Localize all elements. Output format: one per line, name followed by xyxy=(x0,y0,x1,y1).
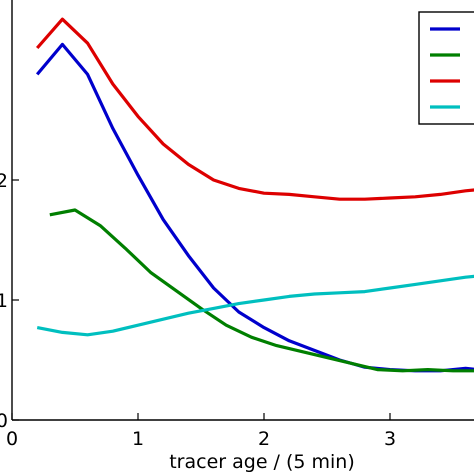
y-tick-label: 1 xyxy=(0,290,8,312)
ticks-layer: 0 1 2 3 0 1 2 xyxy=(0,170,396,450)
series-line-3 xyxy=(35,17,474,201)
series-line-4 xyxy=(36,274,474,337)
y-tick-label: 2 xyxy=(0,170,8,192)
x-axis-label: tracer age / (5 min) xyxy=(169,451,355,473)
x-tick-label: 1 xyxy=(132,428,144,450)
x-tick-label: 2 xyxy=(258,428,270,450)
legend xyxy=(418,11,474,125)
legend-box xyxy=(418,11,474,125)
y-tick-label: 0 xyxy=(0,410,8,432)
series-layer xyxy=(35,17,474,373)
plot-area xyxy=(11,0,474,421)
x-tick-label: 3 xyxy=(384,428,396,450)
series-line-1 xyxy=(35,42,474,373)
series-line-2 xyxy=(49,208,474,373)
x-tick-label: 0 xyxy=(6,428,18,450)
